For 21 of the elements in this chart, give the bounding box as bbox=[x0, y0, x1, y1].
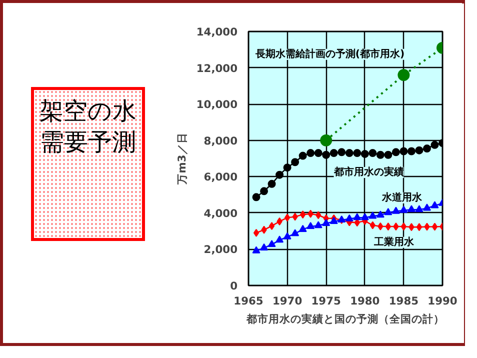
text: 架空の水需要予測 bbox=[38, 96, 138, 158]
x-axis-title: 都市用水の実績と国の予測（全国の計） bbox=[246, 312, 444, 326]
y-tick-label: 8,000 bbox=[204, 134, 238, 148]
x-tick-label: 1970 bbox=[272, 294, 302, 308]
x-tick-label: 1965 bbox=[234, 294, 264, 308]
x-tick-label: 1980 bbox=[350, 294, 380, 308]
series-label: 水道用水 bbox=[380, 191, 423, 204]
series-label: 長期水需給計画の予測(都市用水) bbox=[254, 48, 405, 60]
y-tick-label: 6,000 bbox=[204, 170, 238, 184]
y-tick-label: 14,000 bbox=[196, 26, 238, 38]
x-tick-label: 1990 bbox=[428, 294, 458, 308]
y-tick-label: 4,000 bbox=[204, 206, 238, 220]
y-tick-label: 12,000 bbox=[196, 62, 238, 75]
series-label: 都市用水の実績 bbox=[332, 166, 404, 178]
series-label: 工業用水 bbox=[373, 236, 415, 248]
y-axis-title: 万m3／日 bbox=[175, 132, 188, 186]
x-tick-label: 1985 bbox=[388, 294, 419, 308]
y-tick-label: 10,000 bbox=[196, 98, 238, 112]
y-tick-label: 2,000 bbox=[204, 243, 238, 256]
x-tick-label: 1975 bbox=[311, 294, 341, 308]
y-tick-label: 0 bbox=[230, 280, 238, 292]
